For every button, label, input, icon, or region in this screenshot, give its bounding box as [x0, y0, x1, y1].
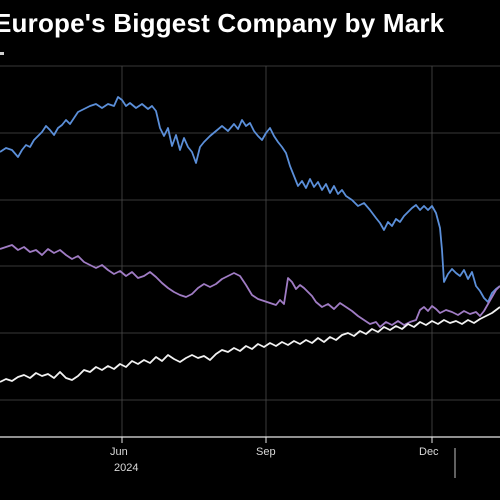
x-tick-label-jun: Jun — [110, 446, 128, 458]
chart-title: Europe's Biggest Company by Mark — [0, 8, 445, 38]
x-tick-label-sep: Sep — [256, 446, 276, 458]
series-line-2 — [0, 244, 500, 328]
x-year-label: 2024 — [114, 462, 138, 474]
series-layer — [0, 96, 500, 383]
series-line-3 — [0, 306, 500, 383]
gridlines — [0, 65, 500, 437]
subtitle-mark — [0, 52, 4, 55]
series-line-1 — [0, 96, 500, 303]
x-axis: Jun Sep Dec 2024 — [0, 436, 500, 478]
x-tick-label-dec: Dec — [419, 446, 439, 458]
